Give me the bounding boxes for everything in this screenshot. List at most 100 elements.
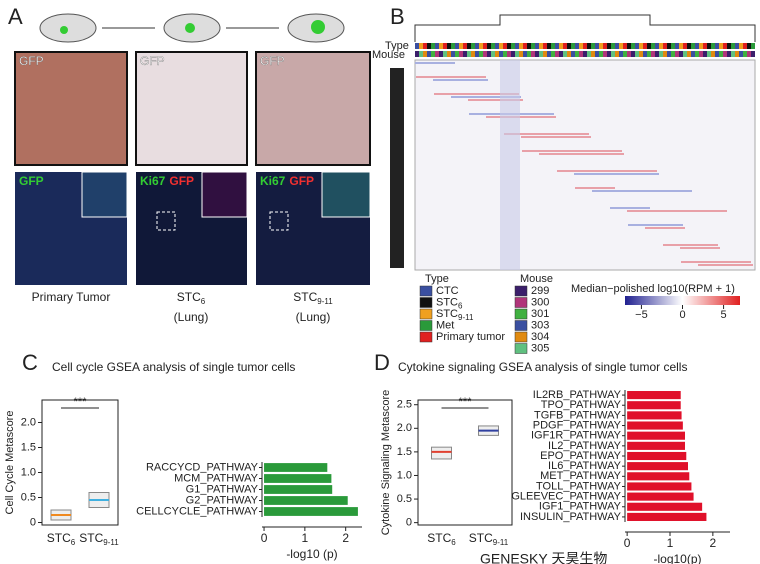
heat-streak <box>680 247 720 249</box>
mouse-track <box>507 51 511 57</box>
category-label: TGFB_PATHWAY <box>534 409 622 421</box>
mouse-track <box>527 51 531 57</box>
heat-streak <box>610 207 650 209</box>
tick-label: −5 <box>635 309 648 321</box>
mouse-track <box>691 51 695 57</box>
category-label: IL2_PATHWAY <box>548 440 622 452</box>
heat-streak <box>575 187 615 189</box>
mouse-track <box>423 51 427 57</box>
legend-label-main: 300 <box>531 296 549 308</box>
bar <box>627 431 685 440</box>
mouse-track <box>451 51 455 57</box>
type-track <box>471 43 475 49</box>
y-tick-label: 1.5 <box>21 441 36 453</box>
type-track <box>667 43 671 49</box>
legend-label: 303 <box>531 319 549 331</box>
mouse-track <box>643 51 647 57</box>
type-track <box>499 43 503 49</box>
significance: *** <box>74 396 88 408</box>
zoom-box <box>156 211 176 231</box>
mouse-track <box>679 51 683 57</box>
mouse-track <box>575 51 579 57</box>
heat-streak <box>681 261 751 263</box>
bar <box>627 512 707 521</box>
type-track <box>711 43 715 49</box>
mouse-track <box>563 51 567 57</box>
mouse-track <box>503 51 507 57</box>
heat-streak <box>645 227 685 229</box>
mouse-track <box>439 51 443 57</box>
type-track <box>655 43 659 49</box>
legend-label: STC6 <box>436 296 463 310</box>
type-track <box>719 43 723 49</box>
type-track <box>627 43 631 49</box>
type-track <box>651 43 655 49</box>
type-track <box>683 43 687 49</box>
type-track <box>447 43 451 49</box>
ihc-image <box>14 51 128 166</box>
heat-streak <box>500 60 520 270</box>
legend-label: 300 <box>531 296 549 308</box>
mouse-track <box>447 51 451 57</box>
track-label: Mouse <box>372 49 405 61</box>
mouse-track <box>715 51 719 57</box>
stain: GFP <box>19 174 44 188</box>
heat-streak <box>504 133 589 135</box>
bar <box>627 472 690 481</box>
type-track <box>575 43 579 49</box>
heat-streak <box>628 224 683 226</box>
type-track <box>691 43 695 49</box>
category-label: IL2RB_PATHWAY <box>533 389 622 401</box>
type-track <box>727 43 731 49</box>
bar <box>264 463 328 472</box>
bar <box>627 421 683 430</box>
mouse-track <box>631 51 635 57</box>
type-track <box>631 43 635 49</box>
y-tick-label: 1.5 <box>397 446 412 458</box>
type-track <box>743 43 747 49</box>
column-label: Primary Tumor <box>32 290 111 304</box>
x-tick-label-sub: 6 <box>451 538 456 547</box>
type-track <box>615 43 619 49</box>
mouse-track <box>695 51 699 57</box>
type-track <box>459 43 463 49</box>
image-label: GFP <box>19 174 44 188</box>
type-track <box>583 43 587 49</box>
type-track <box>619 43 623 49</box>
legend-label-main: 301 <box>531 308 549 320</box>
mouse-track <box>591 51 595 57</box>
type-track <box>607 43 611 49</box>
mouse-track <box>599 51 603 57</box>
type-track <box>455 43 459 49</box>
type-track <box>503 43 507 49</box>
mouse-track <box>607 51 611 57</box>
x-tick-label-sub: 9-11 <box>103 538 119 547</box>
panel-letter: D <box>374 350 390 375</box>
type-track <box>543 43 547 49</box>
type-track <box>747 43 751 49</box>
column-label-sub: 6 <box>201 297 206 306</box>
mouse-track <box>467 51 471 57</box>
colorbar <box>625 296 740 305</box>
type-track <box>531 43 535 49</box>
stain: GFP <box>169 174 194 188</box>
micrographs <box>14 51 371 285</box>
legend-label-main: 304 <box>531 331 549 343</box>
mouse-track <box>615 51 619 57</box>
legend-label: Primary tumor <box>436 331 505 343</box>
heat-streak <box>627 210 727 212</box>
type-track <box>723 43 727 49</box>
type-track <box>675 43 679 49</box>
type-track <box>483 43 487 49</box>
mouse-track <box>595 51 599 57</box>
type-track <box>415 43 419 49</box>
y-tick-label: 0 <box>406 517 412 529</box>
mice <box>39 13 345 43</box>
box <box>431 446 452 460</box>
image-label: GFP <box>19 54 44 68</box>
type-track <box>603 43 607 49</box>
panel-title: Cell cycle GSEA analysis of single tumor… <box>52 360 295 374</box>
mouse-track <box>483 51 487 57</box>
legend-swatch <box>514 343 528 354</box>
mouse-track <box>499 51 503 57</box>
